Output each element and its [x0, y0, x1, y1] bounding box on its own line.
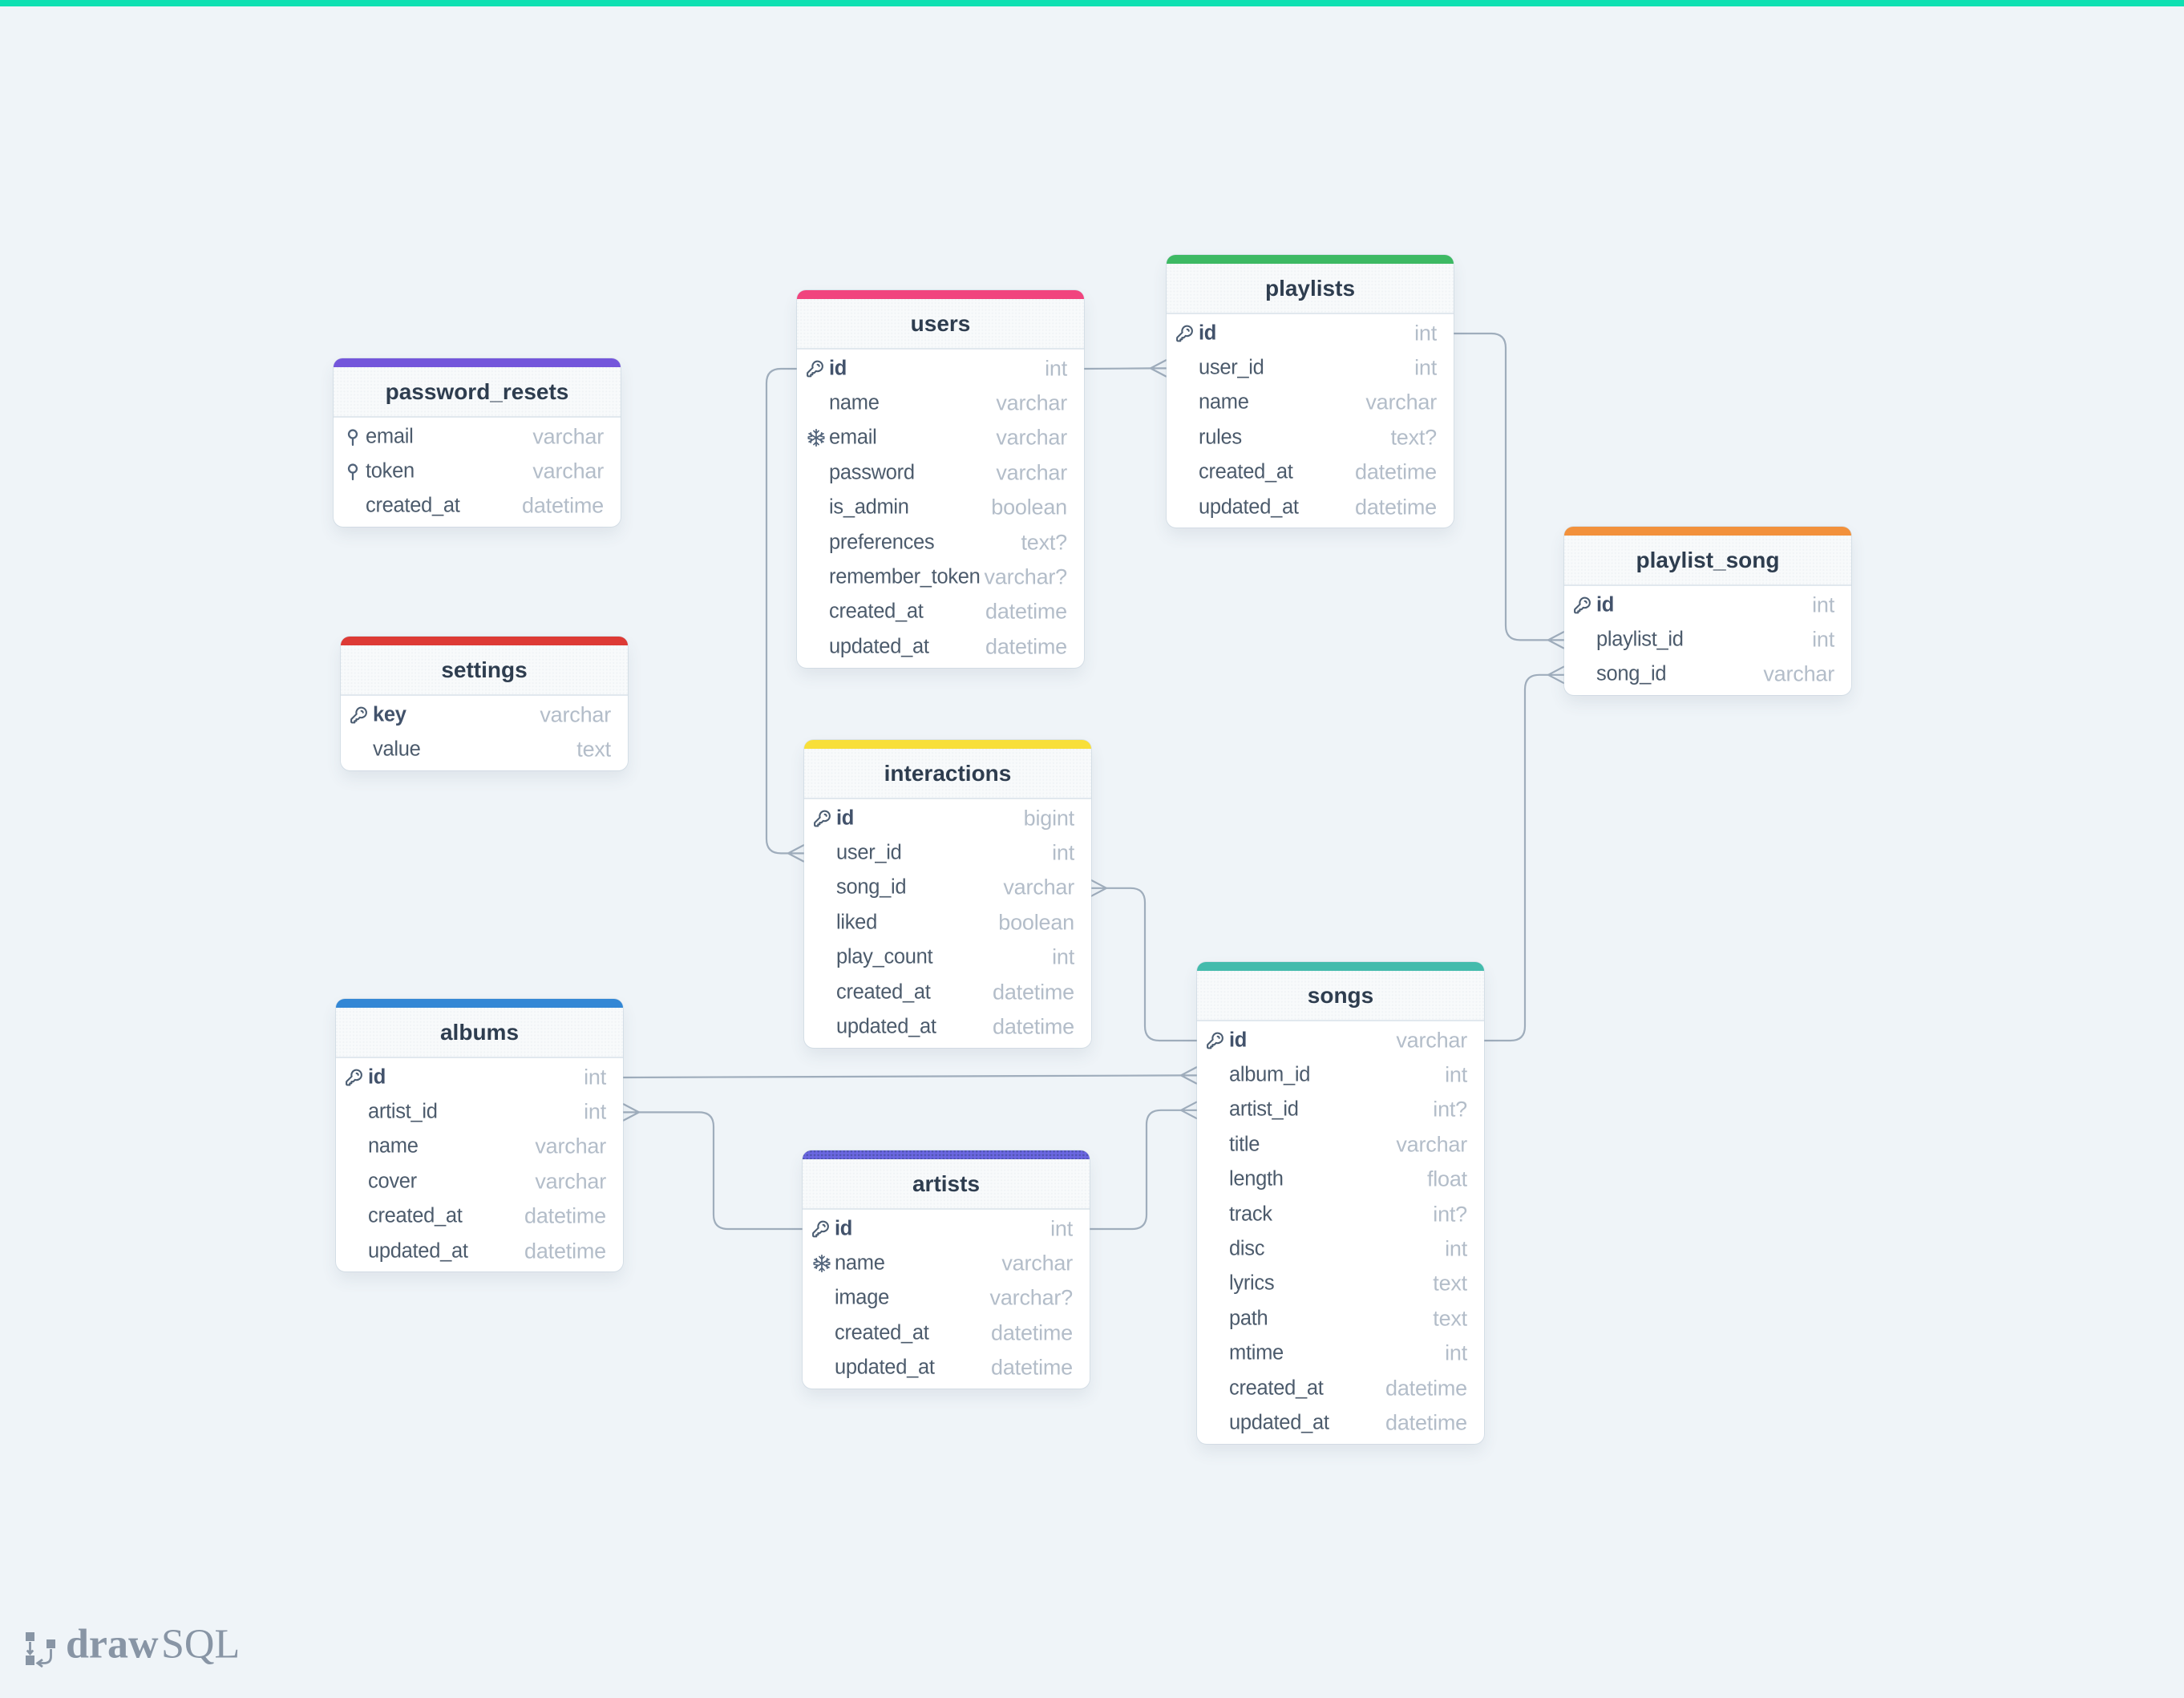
svg-text:draw: draw	[66, 1622, 159, 1668]
svg-text:SQL: SQL	[161, 1622, 240, 1668]
